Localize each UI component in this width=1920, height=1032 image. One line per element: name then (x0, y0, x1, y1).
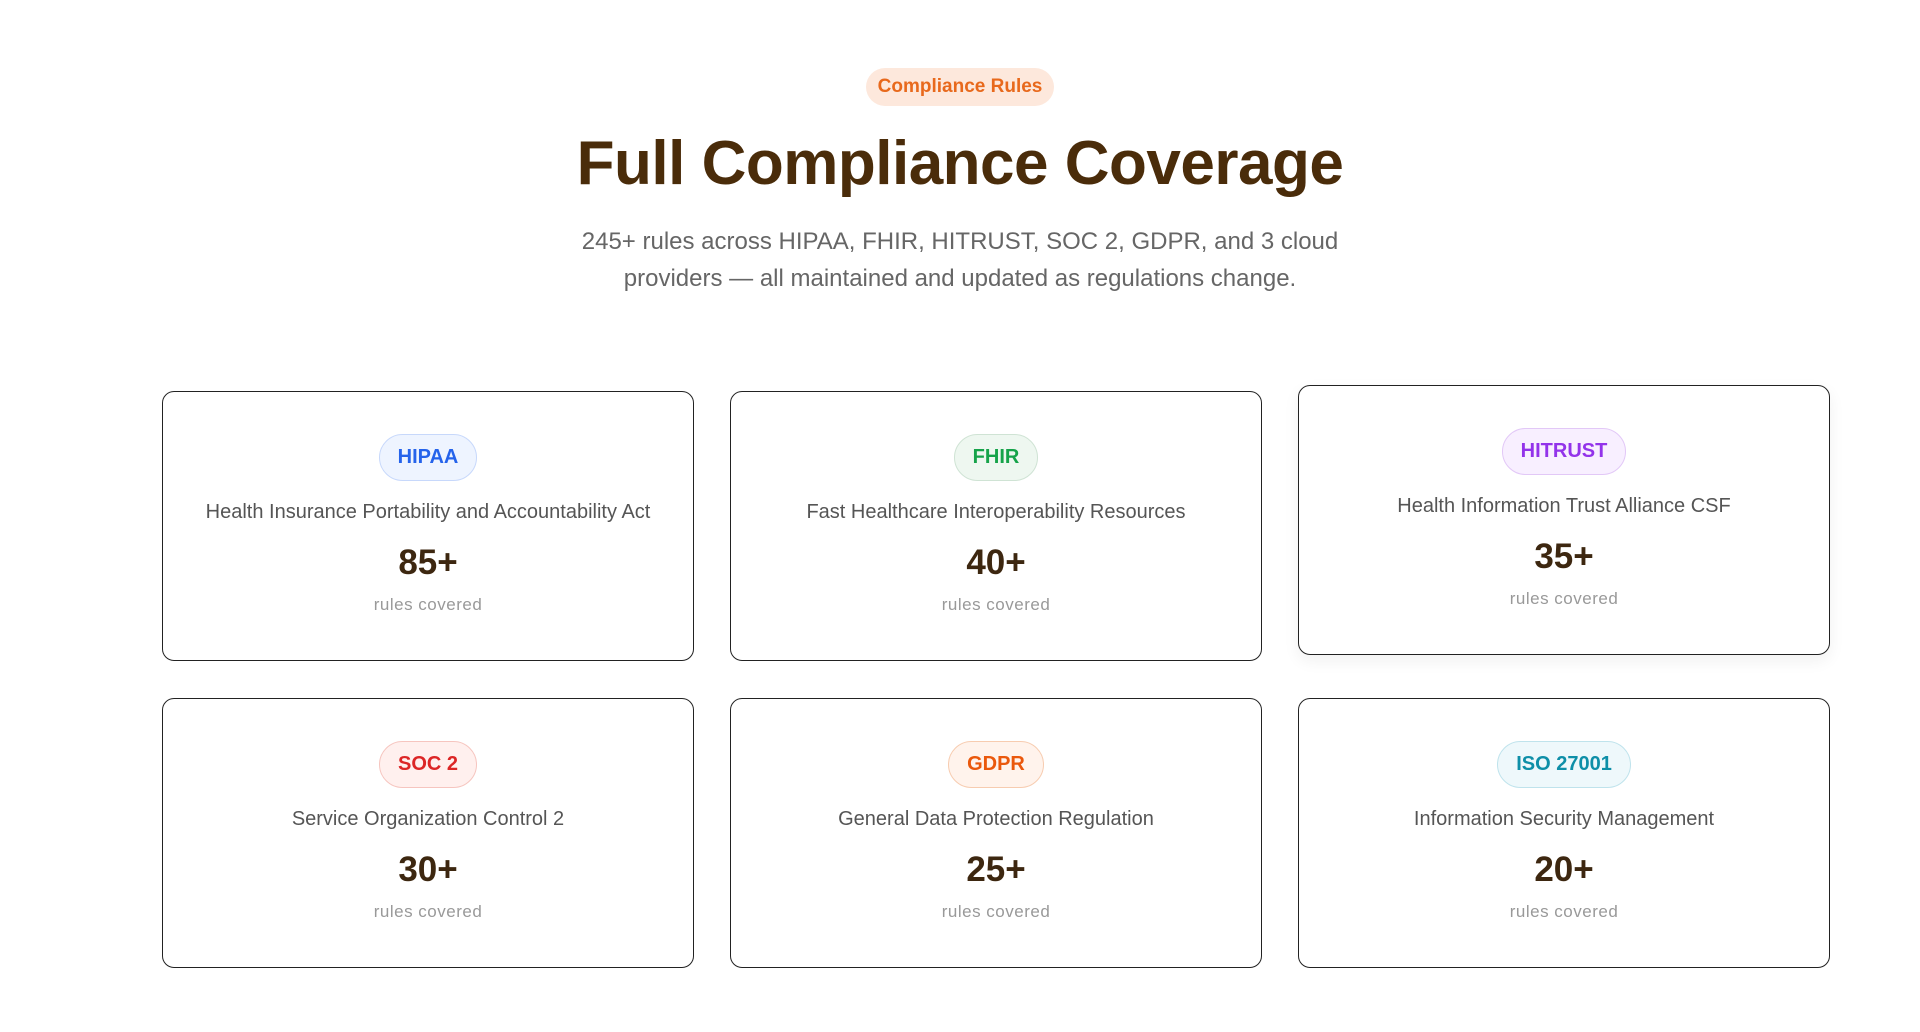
card-unit: rules covered (373, 595, 483, 614)
card-tag: FHIR (953, 434, 1039, 481)
card-name: Health Information Trust Alliance CSF (1397, 495, 1731, 517)
card-name: Fast Healthcare Interoperability Resourc… (806, 501, 1186, 523)
card-tag: HIPAA (378, 434, 478, 481)
card: SOC 2 Service Organization Control 2 30+ ru… (162, 698, 694, 968)
card-count: 25+ (966, 850, 1026, 889)
title: Full Compliance Coverage (576, 129, 1344, 198)
card-count: 35+ (1534, 537, 1594, 576)
card: HIPAA Health Insurance Portability and Ac… (162, 391, 694, 661)
hero: Compliance Rules Full Compliance Coverag… (0, 0, 1920, 297)
card-unit: rules covered (941, 595, 1051, 614)
card-count: 30+ (398, 850, 458, 889)
card-unit: rules covered (373, 902, 483, 921)
card-count: 40+ (966, 543, 1026, 582)
card-name: Health Insurance Portability and Account… (205, 501, 651, 523)
card-unit: rules covered (1509, 902, 1619, 921)
card-grid: HIPAA Health Insurance Portability and Ac… (162, 385, 1920, 968)
card-unit: rules covered (1509, 589, 1619, 608)
card-count: 85+ (398, 543, 458, 582)
card-count: 20+ (1534, 850, 1594, 889)
card-name: Information Security Management (1413, 808, 1715, 830)
subtitle: 245+ rules across HIPAA, FHIR, HITRUST, … (581, 228, 1339, 292)
card: HITRUST Health Information Trust Alliance… (1298, 385, 1830, 655)
card-tag: SOC 2 (378, 741, 478, 788)
card-tag: GDPR (948, 741, 1044, 788)
card-name: Service Organization Control 2 (291, 808, 565, 830)
card: ISO 27001 Information Security Management… (1298, 698, 1830, 968)
card-unit: rules covered (941, 902, 1051, 921)
card-tag: HITRUST (1501, 428, 1627, 475)
card: FHIR Fast Healthcare Interoperability Res… (730, 391, 1262, 661)
badge: Compliance Rules (865, 68, 1055, 106)
card-tag: ISO 27001 (1497, 741, 1631, 788)
card: GDPR General Data Protection Regulation 25… (730, 698, 1262, 968)
card-name: General Data Protection Regulation (838, 808, 1154, 830)
